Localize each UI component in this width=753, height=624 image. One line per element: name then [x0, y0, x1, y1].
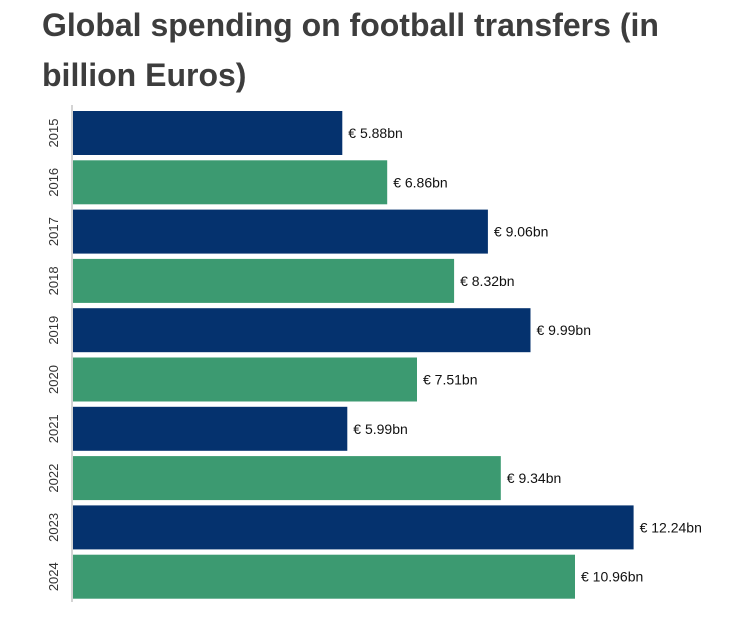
bar-2024 — [73, 554, 575, 599]
bar-2015 — [73, 111, 343, 155]
bar-2019 — [73, 308, 531, 353]
tick-label-2020: 2020 — [46, 365, 61, 394]
data-label-2023: € 12.24bn — [640, 519, 702, 535]
bar-2018 — [73, 258, 455, 303]
tick-label-2017: 2017 — [46, 217, 61, 246]
data-label-2022: € 9.34bn — [507, 470, 562, 486]
data-label-2021: € 5.99bn — [353, 421, 408, 437]
data-label-2018: € 8.32bn — [460, 273, 514, 289]
data-label-2020: € 7.51bn — [423, 372, 478, 388]
chart-title: Global spending on football transfers (i… — [42, 7, 659, 93]
tick-label-2024: 2024 — [46, 562, 61, 591]
tick-label-2016: 2016 — [46, 168, 61, 197]
bar-2022 — [73, 456, 501, 501]
tick-label-2022: 2022 — [46, 464, 61, 493]
bar-2020 — [73, 357, 417, 402]
data-label-2024: € 10.96bn — [581, 569, 643, 585]
data-label-2019: € 9.99bn — [537, 322, 592, 338]
data-label-2015: € 5.88bn — [348, 125, 403, 141]
bar-2023 — [73, 505, 634, 550]
tick-label-2023: 2023 — [46, 513, 61, 542]
bar-2017 — [73, 209, 488, 254]
tick-label-2018: 2018 — [46, 266, 61, 295]
tick-label-2021: 2021 — [46, 414, 61, 443]
tick-label-2019: 2019 — [46, 316, 61, 345]
tick-label-2015: 2015 — [46, 119, 61, 148]
data-label-2016: € 6.86bn — [393, 174, 448, 190]
bar-2016 — [73, 160, 388, 205]
bar-2021 — [73, 406, 348, 451]
data-label-2017: € 9.06bn — [494, 224, 549, 240]
